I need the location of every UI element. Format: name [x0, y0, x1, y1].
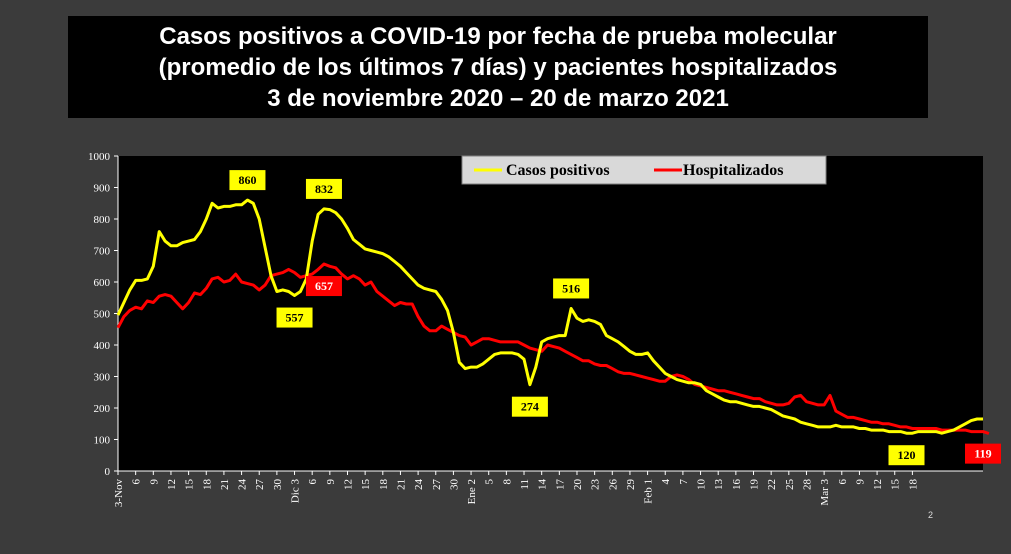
- data-label: 860: [238, 173, 256, 187]
- x-tick-label: 24: [413, 479, 425, 491]
- x-tick-label: 3-Nov: [113, 479, 125, 508]
- x-tick-label: 6: [307, 479, 319, 485]
- x-tick-label: 11: [519, 479, 531, 490]
- x-tick-label: 30: [272, 479, 284, 491]
- y-tick-label: 600: [94, 277, 111, 289]
- x-tick-label: 16: [731, 479, 743, 491]
- x-tick-label: 4: [660, 479, 672, 485]
- x-tick-label: 12: [342, 479, 354, 490]
- x-tick-label: 9: [854, 479, 866, 485]
- x-tick-label: 7: [678, 479, 690, 485]
- x-tick-label: 28: [801, 479, 813, 491]
- x-tick-label: 20: [572, 479, 584, 491]
- data-label: 120: [898, 448, 916, 462]
- x-tick-label: Ene 2: [466, 479, 478, 504]
- x-tick-label: 23: [590, 479, 602, 491]
- data-label-box: [305, 276, 342, 297]
- casos-positivos-line: [116, 198, 983, 435]
- x-tick-label: 25: [784, 479, 796, 491]
- x-tick-label: 18: [201, 479, 213, 491]
- data-label-box: [229, 170, 266, 191]
- y-tick-label: 900: [94, 183, 111, 195]
- data-label: 274: [521, 400, 539, 414]
- title-line-1: Casos positivos a COVID-19 por fecha de …: [159, 23, 837, 50]
- x-tick-label: 13: [713, 479, 725, 491]
- data-label-box: [511, 396, 548, 417]
- x-tick-label: 15: [360, 479, 372, 491]
- data-label: 516: [562, 281, 580, 295]
- x-tick-label: 27: [254, 479, 266, 491]
- x-tick-label: 6: [837, 479, 849, 485]
- x-tick-label: 5: [484, 479, 496, 485]
- x-tick-label: 15: [890, 479, 902, 491]
- x-tick-label: 14: [537, 479, 549, 491]
- data-label-box: [553, 278, 590, 299]
- y-tick-label: 200: [94, 403, 111, 415]
- y-tick-label: 300: [94, 372, 111, 384]
- y-tick-label: 500: [94, 309, 111, 321]
- x-tick-label: 18: [378, 479, 390, 491]
- x-tick-label: 10: [696, 479, 708, 491]
- data-label-box: [276, 307, 313, 328]
- x-tick-label: 9: [148, 479, 160, 485]
- x-tick-label: 27: [431, 479, 443, 491]
- data-label: 557: [286, 311, 304, 325]
- data-label-box: [888, 445, 925, 466]
- y-tick-label: 1000: [88, 151, 111, 163]
- data-label: 119: [974, 447, 991, 461]
- x-tick-label: 21: [219, 479, 231, 490]
- plot-area: [118, 156, 983, 471]
- data-label-box: [305, 178, 342, 199]
- page-number: 2: [928, 510, 934, 520]
- x-tick-label: Mar 3: [819, 479, 831, 506]
- y-tick-label: 700: [94, 246, 111, 258]
- data-label: 657: [315, 279, 333, 293]
- x-tick-label: 15: [184, 479, 196, 491]
- x-tick-label: 22: [766, 479, 778, 490]
- y-tick-label: 400: [94, 340, 111, 352]
- chart-title: Casos positivos a COVID-19 por fecha de …: [68, 16, 928, 118]
- x-tick-label: 18: [907, 479, 919, 491]
- y-tick-label: 100: [94, 435, 111, 447]
- x-tick-label: 9: [325, 479, 337, 485]
- x-tick-label: 19: [749, 479, 761, 491]
- x-tick-label: Dic 3: [290, 479, 302, 504]
- x-tick-label: 21: [395, 479, 407, 490]
- hospitalizados-line: [116, 262, 990, 435]
- x-tick-label: 29: [625, 479, 637, 491]
- y-tick-label: 0: [105, 466, 111, 478]
- data-label-box: [965, 443, 1001, 464]
- x-tick-label: 6: [131, 479, 143, 485]
- title-line-2: (promedio de los últimos 7 días) y pacie…: [158, 54, 838, 81]
- x-tick-label: 17: [554, 479, 566, 491]
- x-tick-label: 12: [872, 479, 884, 490]
- y-tick-label: 800: [94, 214, 111, 226]
- x-tick-label: 26: [607, 479, 619, 491]
- title-line-3: 3 de noviembre 2020 – 20 de marzo 2021: [267, 85, 729, 112]
- legend-label-casos: Casos positivos: [506, 162, 610, 179]
- data-label: 832: [315, 182, 333, 196]
- x-tick-label: 30: [448, 479, 460, 491]
- x-tick-label: 8: [501, 478, 513, 484]
- x-tick-label: 24: [237, 479, 249, 491]
- x-tick-label: Feb 1: [643, 479, 655, 504]
- x-tick-label: 12: [166, 479, 178, 490]
- legend: [461, 155, 827, 185]
- legend-label-hospitalizados: Hospitalizados: [683, 162, 783, 179]
